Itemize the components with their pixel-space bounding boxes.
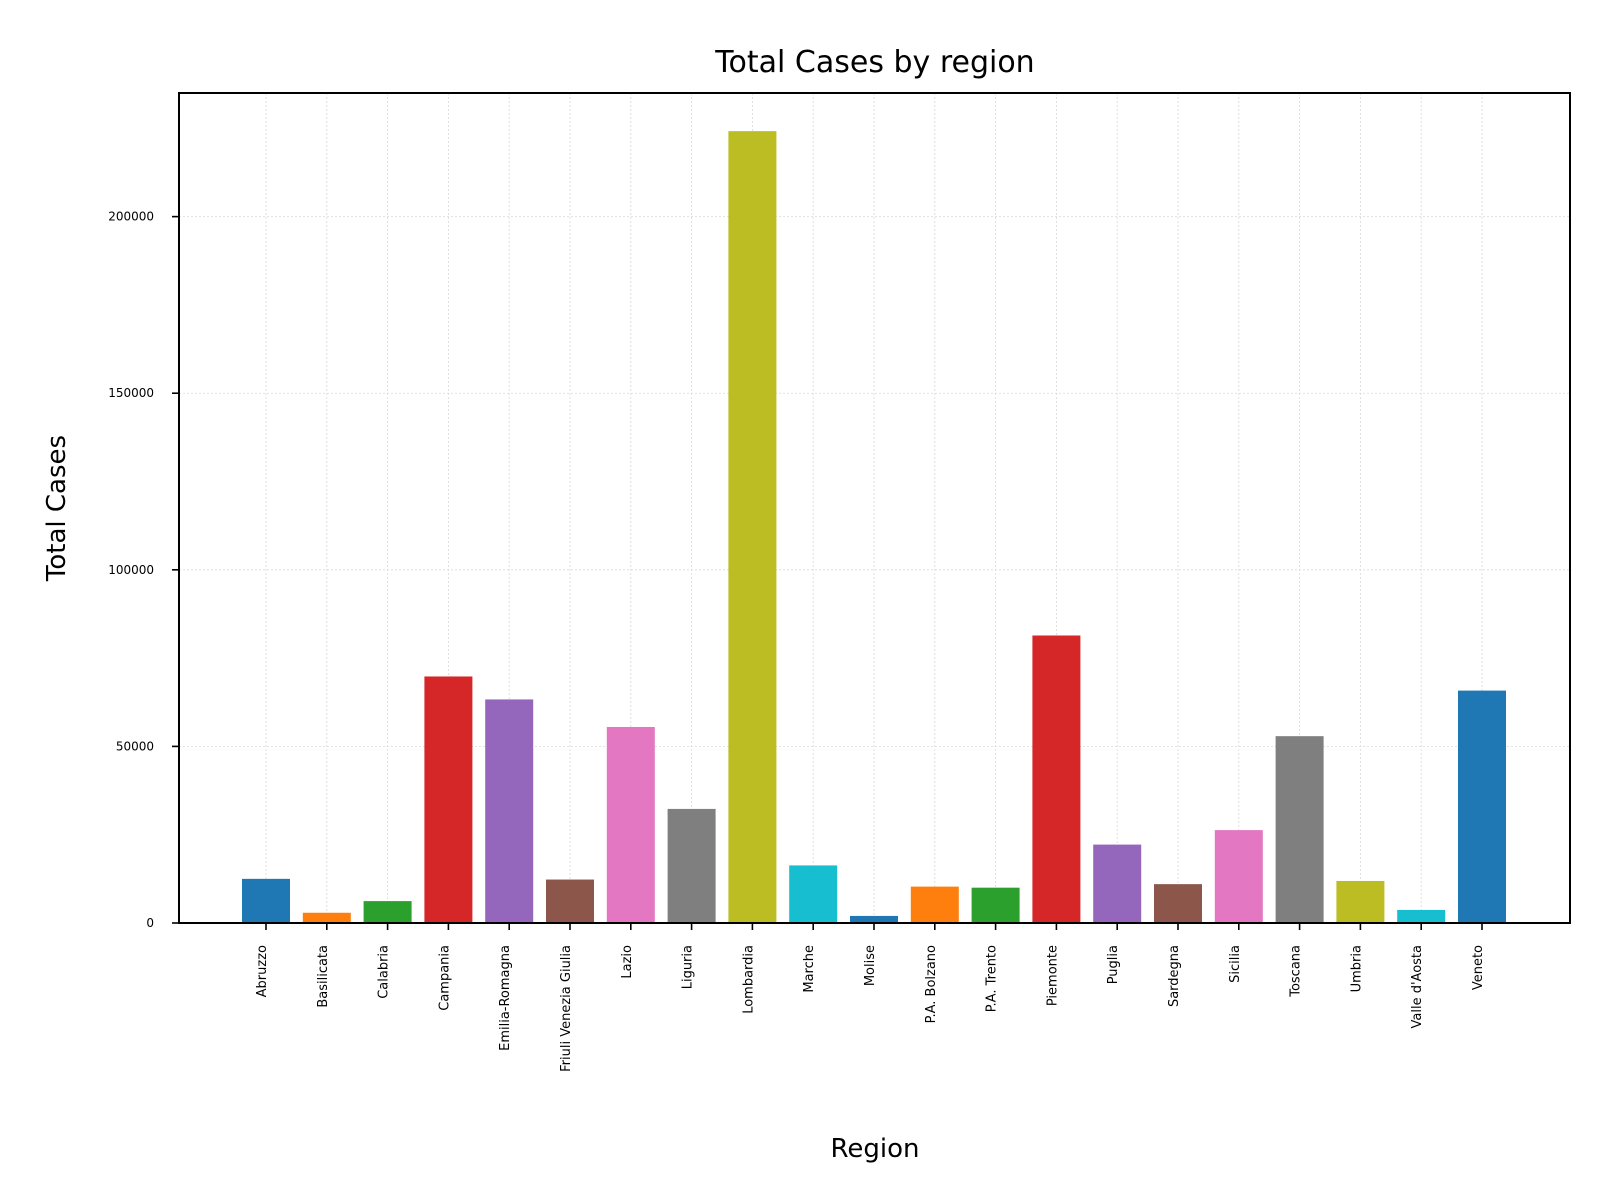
x-tick-label-marche: Marche — [802, 945, 817, 993]
bar-valle-d-aosta — [1397, 909, 1446, 923]
bar-toscana — [1275, 736, 1324, 923]
x-tick-label-valle-d-aosta: Valle d'Aosta — [1410, 945, 1425, 1028]
x-tick-label-toscana: Toscana — [1289, 945, 1304, 998]
bar-lombardia — [728, 131, 777, 924]
bar-lazio — [606, 726, 655, 923]
bar-abruzzo — [242, 878, 290, 923]
x-tick-label-liguria: Liguria — [681, 945, 696, 989]
bar-calabria — [363, 901, 412, 923]
x-tick-label-sicilia: Sicilia — [1228, 945, 1243, 983]
x-tick-label-p-a-trento: P.A. Trento — [985, 945, 1000, 1012]
bar-campania — [424, 676, 473, 923]
x-axis-label: Region — [830, 1134, 919, 1164]
x-tick-label-puglia: Puglia — [1106, 945, 1121, 984]
bar-veneto — [1458, 690, 1506, 923]
y-tick-label-0: 0 — [146, 916, 154, 930]
y-axis-label: Total Cases — [42, 435, 72, 582]
bar-p-a-bolzano — [910, 886, 959, 923]
x-tick-label-p-a-bolzano: P.A. Bolzano — [924, 945, 939, 1023]
bar-molise — [850, 915, 898, 923]
bar-liguria — [667, 808, 716, 923]
x-tick-label-lazio: Lazio — [620, 945, 635, 979]
bars-layer — [242, 131, 1506, 924]
bar-piemonte — [1032, 635, 1081, 923]
y-tick-label-3: 150000 — [108, 386, 154, 400]
x-tick-label-umbria: Umbria — [1349, 945, 1364, 992]
x-tick-label-sardegna: Sardegna — [1167, 945, 1182, 1007]
x-tick-label-emilia-romagna: Emilia-Romagna — [498, 945, 513, 1051]
bar-friuli-venezia-giulia — [546, 879, 594, 923]
bar-p-a-trento — [971, 887, 1020, 923]
x-tick-label-lombardia: Lombardia — [741, 945, 756, 1014]
x-tick-label-piemonte: Piemonte — [1045, 945, 1060, 1006]
x-tick-label-friuli-venezia-giulia: Friuli Venezia Giulia — [559, 945, 574, 1072]
chart-title: Total Cases by region — [714, 45, 1034, 80]
x-tick-label-campania: Campania — [437, 945, 452, 1011]
bar-emilia-romagna — [485, 699, 534, 923]
bar-sardegna — [1154, 884, 1202, 923]
x-tick-label-abruzzo: Abruzzo — [255, 945, 270, 997]
bar-puglia — [1093, 844, 1142, 923]
bar-basilicata — [302, 912, 351, 923]
bar-sicilia — [1214, 830, 1263, 923]
ticks-layer: 0 50000 100000 150000 200000 Abruzzo Basilicat… — [108, 210, 1486, 1072]
x-tick-label-basilicata: Basilicata — [316, 945, 331, 1008]
y-tick-label-2: 100000 — [108, 563, 154, 577]
x-tick-label-molise: Molise — [863, 945, 878, 986]
y-tick-label-4: 200000 — [108, 210, 154, 224]
bar-marche — [789, 865, 838, 923]
x-tick-label-veneto: Veneto — [1471, 945, 1486, 990]
y-tick-label-1: 50000 — [116, 739, 154, 753]
x-tick-label-calabria: Calabria — [377, 945, 392, 999]
bar-umbria — [1336, 880, 1385, 923]
